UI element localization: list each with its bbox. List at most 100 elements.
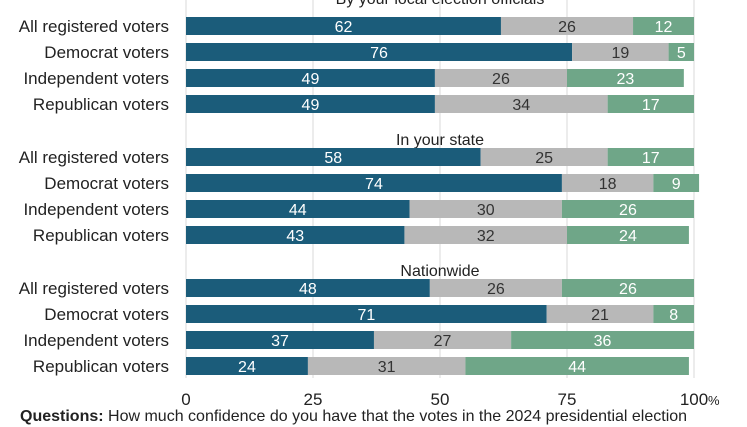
category-label: Independent voters	[23, 331, 169, 350]
panel-title: Nationwide	[400, 263, 479, 280]
data-label: 37	[271, 333, 289, 350]
bar-segment	[607, 95, 694, 113]
category-label: All registered voters	[19, 279, 169, 298]
bar-segment	[561, 200, 694, 218]
bar-segment	[307, 357, 466, 375]
data-label: 9	[672, 176, 681, 193]
bar-segment	[653, 174, 700, 192]
bar-segment	[186, 200, 410, 218]
bar-segment	[186, 148, 481, 166]
panel-title: By your local election officials	[336, 0, 545, 8]
panel: By your local election officials All regi…	[19, 0, 694, 114]
bar-segment	[668, 43, 694, 61]
data-label: 21	[591, 307, 609, 324]
data-label: 36	[594, 333, 612, 350]
data-label: 17	[642, 150, 660, 167]
data-label: 49	[302, 97, 320, 114]
data-label: 30	[477, 202, 495, 219]
x-tick-label: 25	[304, 390, 323, 409]
bar-segment	[653, 305, 694, 323]
bar-segment	[465, 357, 689, 375]
data-label: 26	[619, 281, 637, 298]
bar-segment	[572, 43, 669, 61]
bar-segment	[409, 200, 562, 218]
footnote: Questions: How much confidence do you ha…	[20, 407, 740, 427]
bar-segment	[429, 279, 562, 297]
data-label: 49	[302, 71, 320, 88]
bar-segment	[186, 95, 435, 113]
bar-segment	[404, 226, 567, 244]
bar-segment	[567, 69, 684, 87]
bar-segment	[186, 69, 435, 87]
data-label: 71	[357, 307, 375, 324]
category-label: Republican voters	[33, 357, 169, 376]
bar-segment	[561, 174, 654, 192]
category-label: All registered voters	[19, 148, 169, 167]
data-label: 17	[642, 97, 660, 114]
chart-panels: By your local election officials All regi…	[19, 0, 700, 376]
data-label: 27	[434, 333, 452, 350]
data-label: 62	[335, 19, 353, 36]
data-label: 32	[477, 228, 495, 245]
bar-segment	[434, 95, 608, 113]
bar-segment	[186, 331, 374, 349]
bar-segment	[567, 226, 689, 244]
data-label: 44	[568, 359, 586, 376]
data-label: 76	[370, 45, 388, 62]
x-tick-label: 75	[558, 390, 577, 409]
data-label: 43	[286, 228, 304, 245]
panel: Nationwide All registered voters 48 26 26 Dem…	[19, 263, 694, 376]
data-label: 26	[492, 71, 510, 88]
data-label: 24	[238, 359, 256, 376]
category-label: Democrat voters	[44, 174, 169, 193]
bar-segment	[186, 279, 430, 297]
category-label: All registered voters	[19, 17, 169, 36]
bar-segment	[186, 17, 501, 35]
category-label: Independent voters	[23, 69, 169, 88]
bar-segment	[186, 226, 405, 244]
data-label: 25	[535, 150, 553, 167]
data-label: 31	[378, 359, 396, 376]
category-label: Democrat voters	[44, 305, 169, 324]
bar-segment	[186, 305, 547, 323]
bar-segment	[511, 331, 694, 349]
data-label: 26	[558, 19, 576, 36]
bar-segment	[546, 305, 654, 323]
data-label: 5	[677, 45, 686, 62]
footnote-label: Questions:	[20, 408, 104, 425]
data-label: 58	[324, 150, 342, 167]
data-label: 48	[299, 281, 317, 298]
x-tick-label: 100	[680, 390, 708, 409]
data-label: 26	[619, 202, 637, 219]
bar-segment	[434, 69, 567, 87]
category-label: Republican voters	[33, 226, 169, 245]
data-label: 12	[655, 19, 673, 36]
category-label: Republican voters	[33, 95, 169, 114]
bar-segment	[633, 17, 694, 35]
x-unit-label: %	[708, 393, 720, 408]
footnote-text: How much confidence do you have that the…	[108, 408, 688, 425]
x-tick-label: 0	[181, 390, 190, 409]
data-label: 26	[487, 281, 505, 298]
bar-segment	[607, 148, 694, 166]
data-label: 34	[512, 97, 530, 114]
bar-segment	[561, 279, 694, 297]
bar-segment	[480, 148, 608, 166]
bar-segment	[186, 43, 573, 61]
bar-segment	[186, 174, 562, 192]
x-axis: 0 25 50 75 100%	[181, 390, 720, 409]
data-label: 8	[669, 307, 678, 324]
data-label: 24	[619, 228, 637, 245]
data-label: 44	[289, 202, 307, 219]
category-label: Democrat voters	[44, 43, 169, 62]
bar-segment	[500, 17, 634, 35]
category-label: Independent voters	[23, 200, 169, 219]
panel-title: In your state	[396, 132, 484, 149]
panel: In your state All registered voters 58 25 17…	[19, 132, 700, 245]
x-tick-label: 50	[431, 390, 450, 409]
data-label: 74	[365, 176, 383, 193]
bar-segment	[373, 331, 512, 349]
data-label: 18	[599, 176, 617, 193]
bar-segment	[186, 357, 308, 375]
